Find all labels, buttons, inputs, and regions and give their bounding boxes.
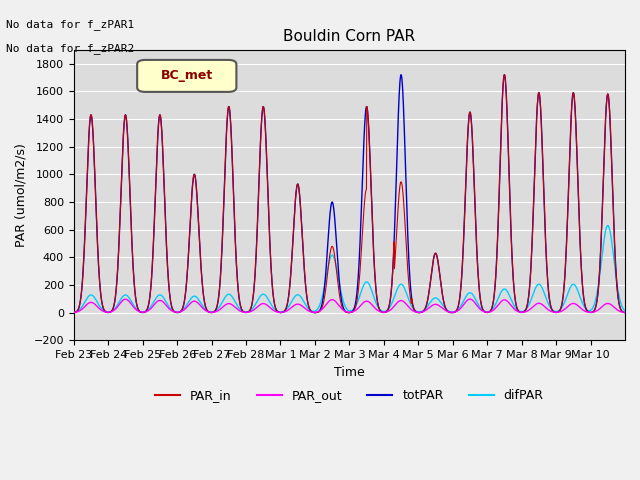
- Text: BC_met: BC_met: [161, 70, 213, 83]
- Legend: PAR_in, PAR_out, totPAR, difPAR: PAR_in, PAR_out, totPAR, difPAR: [150, 384, 548, 407]
- X-axis label: Time: Time: [334, 366, 365, 379]
- Title: Bouldin Corn PAR: Bouldin Corn PAR: [284, 29, 415, 44]
- Text: No data for f_zPAR2: No data for f_zPAR2: [6, 43, 134, 54]
- FancyBboxPatch shape: [137, 60, 236, 92]
- Text: No data for f_zPAR1: No data for f_zPAR1: [6, 19, 134, 30]
- Y-axis label: PAR (umol/m2/s): PAR (umol/m2/s): [15, 143, 28, 247]
